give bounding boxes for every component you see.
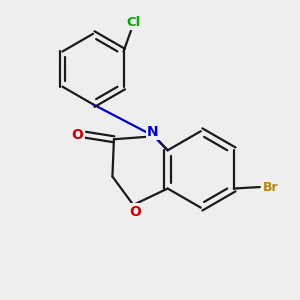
Text: Br: Br bbox=[263, 181, 278, 194]
Text: O: O bbox=[129, 205, 141, 218]
Text: Cl: Cl bbox=[126, 16, 140, 29]
Text: N: N bbox=[147, 125, 158, 139]
Text: O: O bbox=[71, 128, 83, 142]
